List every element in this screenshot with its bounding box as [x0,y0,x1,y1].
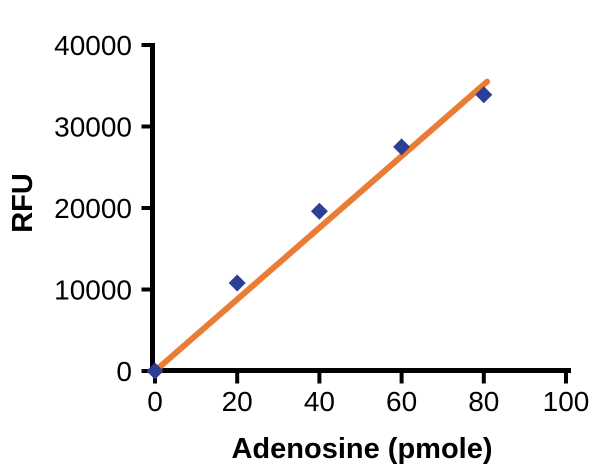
data-point-marker [393,138,411,156]
x-tick-label: 0 [147,386,163,417]
data-point-marker [228,274,246,292]
y-axis-title: RFU [7,173,39,233]
tick-marks [141,43,568,384]
x-axis-title: Adenosine (pmole) [231,433,492,465]
x-tick-label: 80 [468,386,499,417]
data-point-marker [310,202,328,220]
x-tick-label: 60 [386,386,417,417]
trendline [152,78,491,374]
x-tick-label: 100 [543,386,590,417]
data-series [146,78,493,380]
y-tick-label: 10000 [54,275,132,306]
data-point-marker [475,86,493,104]
y-tick-label: 20000 [54,193,132,224]
x-tick-label: 40 [304,386,335,417]
y-tick-label: 30000 [54,112,132,143]
y-tick-label: 0 [116,356,132,387]
data-point-marker [146,362,164,380]
y-tick-label: 40000 [54,30,132,61]
x-tick-label: 20 [222,386,253,417]
tick-labels: 0 10000 20000 30000 40000 0 20 40 60 80 100 [54,30,589,417]
